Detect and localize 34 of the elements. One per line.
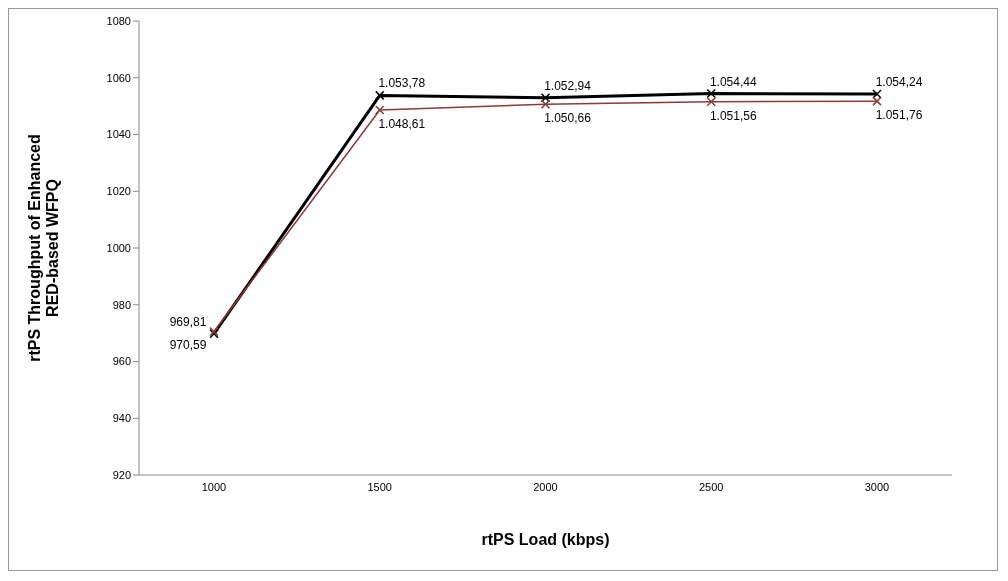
data-label: 1.053,78 xyxy=(378,76,426,91)
y-tick-label: 1040 xyxy=(106,128,131,141)
data-label: 1.050,66 xyxy=(544,111,592,126)
point xyxy=(872,89,882,99)
y-tick-label: 1060 xyxy=(106,71,131,84)
x-tick-label: 2500 xyxy=(699,480,724,493)
x-axis-title: rtPS Load (kbps) xyxy=(481,531,610,548)
data-label: 969,81 xyxy=(169,314,207,329)
y-tick-label: 1080 xyxy=(106,14,131,27)
point xyxy=(540,99,551,109)
x-tick-label: 3000 xyxy=(864,480,890,493)
y-tick-label: 940 xyxy=(112,412,131,425)
data-label: 970,59 xyxy=(169,338,207,353)
data-label: 1.054,44 xyxy=(709,74,757,89)
point xyxy=(706,88,716,99)
x-tick-label: 1500 xyxy=(367,480,392,493)
y-axis-title: rtPS Throughput of Enhanced RED-based WFPQ xyxy=(26,134,61,362)
data-label: 1.051,76 xyxy=(875,108,923,123)
y-tick-label: 960 xyxy=(112,355,131,368)
point xyxy=(375,105,385,115)
y-tick-label: 1020 xyxy=(106,185,131,198)
data-label: 1.048,61 xyxy=(378,117,426,132)
point xyxy=(706,96,716,107)
x-tick-label: 1000 xyxy=(201,480,227,493)
point xyxy=(375,90,385,101)
x-tick-label: 2000 xyxy=(533,480,558,493)
point xyxy=(872,96,882,106)
y-tick-label: 1000 xyxy=(106,241,131,254)
data-label: 1.051,56 xyxy=(709,108,757,123)
data-label: 1.054,24 xyxy=(875,75,923,90)
y-tick-label: 920 xyxy=(112,468,131,481)
y-tick-label: 980 xyxy=(112,298,131,311)
point xyxy=(540,93,551,103)
data-label: 1.052,94 xyxy=(544,78,592,93)
